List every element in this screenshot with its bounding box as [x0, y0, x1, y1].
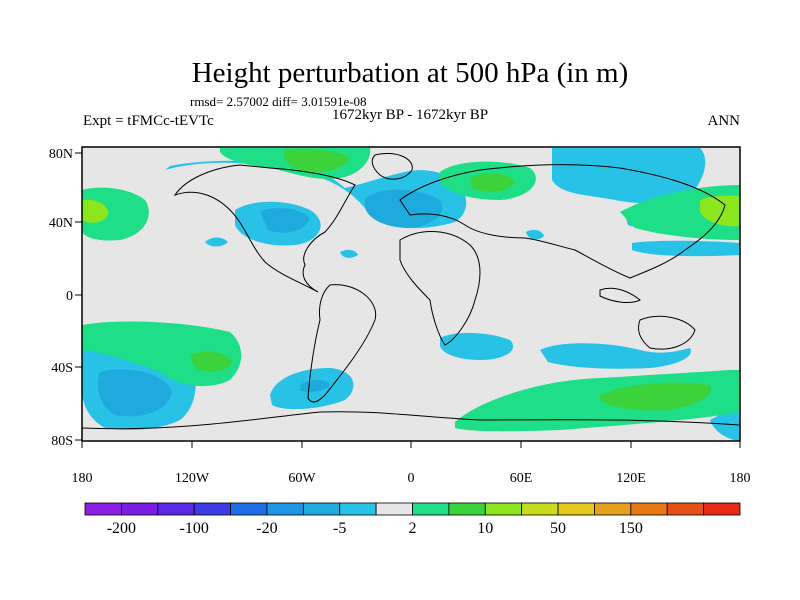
siberia-blue: [552, 148, 706, 204]
season-label: ANN: [708, 113, 741, 129]
south-atlantic-blue-core: [300, 379, 330, 393]
colorbar-swatch: [120, 502, 159, 516]
colorbar-label: -20: [256, 520, 277, 537]
stats-label: rmsd= 2.57002 diff= 3.01591e-08: [190, 94, 367, 109]
pacific-blue-spot: [205, 237, 228, 247]
colorbar-label: 2: [409, 520, 417, 537]
colorbar-swatch: [302, 502, 341, 516]
lon-tick-label: 120E: [616, 471, 646, 486]
lon-tick-label: 60W: [288, 471, 316, 486]
colorbar: [84, 502, 741, 516]
indonesia-coast: [599, 287, 641, 304]
colorbar-swatch: [230, 502, 268, 516]
lat-tick-label: 80N: [49, 147, 73, 162]
lat-tick-label: 80S: [51, 434, 73, 449]
southern-ocean-green-core: [600, 382, 711, 411]
south-pacific-blue-core: [97, 369, 172, 417]
lon-tick-label: 0: [408, 471, 415, 486]
colorbar-label: 50: [550, 520, 566, 537]
west-pacific-core: [82, 199, 109, 223]
latitude-axis: 80N 40N 0 40S 80S: [49, 147, 82, 449]
colorbar-swatch: [630, 502, 668, 516]
colorbar-swatch: [594, 502, 632, 516]
east-pacific-core: [700, 195, 740, 227]
colorbar-swatch: [339, 502, 377, 516]
colorbar-label: 10: [477, 520, 493, 537]
lat-tick-label: 0: [66, 289, 73, 304]
south-africa-blue: [440, 332, 514, 360]
colorbar-swatch: [521, 502, 559, 516]
africa-coast: [399, 231, 481, 346]
colorbar-swatch: [484, 502, 523, 516]
period-label: 1672kyr BP - 1672kyr BP: [332, 107, 488, 123]
experiment-label: Expt = tFMCc-tEVTc: [83, 113, 214, 129]
north-america-coast: [173, 164, 356, 293]
colorbar-swatch: [84, 502, 122, 516]
colorbar-swatch: [193, 502, 231, 516]
moderate-positive-cores: [190, 149, 711, 411]
russia-green-core: [470, 173, 515, 192]
colorbar-swatch: [703, 502, 741, 516]
north-america-blue-core: [260, 208, 310, 233]
lon-tick-label: 120W: [175, 471, 210, 486]
colorbar-swatch: [157, 502, 195, 516]
west-pacific-green: [82, 187, 149, 241]
lat-tick-label: 40N: [49, 216, 73, 231]
colorbar-swatch: [448, 502, 486, 516]
europe-blue-core: [365, 189, 443, 228]
indian-ocean-blue: [540, 343, 691, 369]
north-pacific-blue: [632, 240, 740, 257]
south-america-coast: [307, 284, 377, 403]
greenland-coast: [371, 153, 413, 180]
colorbar-label: 150: [619, 520, 643, 537]
atlantic-blue-spot: [340, 249, 358, 258]
figure-title: Height perturbation at 500 hPa (in m): [192, 57, 629, 89]
greenland-green-core: [283, 149, 350, 172]
coastlines: [82, 153, 740, 430]
australia-coast: [637, 315, 696, 350]
longitude-axis: 180 120W 60W 0 60E 120E 180: [72, 441, 751, 486]
antarctica-coast: [82, 411, 740, 430]
strong-positive-cores: [82, 195, 740, 227]
lon-tick-label: 180: [72, 471, 93, 486]
asia-blue-spot: [526, 229, 544, 240]
colorbar-label: -100: [180, 520, 209, 537]
colorbar-label: -5: [333, 520, 346, 537]
map-field: [82, 147, 740, 441]
south-pacific-green-core: [190, 351, 232, 372]
eurasia-coast: [399, 164, 726, 279]
colorbar-swatch: [557, 502, 595, 516]
colorbar-swatch: [666, 502, 705, 516]
colorbar-labels: -200 -100 -20 -5 2 10 50 150: [107, 520, 643, 537]
colorbar-label: -200: [107, 520, 136, 537]
colorbar-swatch: [266, 502, 304, 516]
lat-tick-label: 40S: [51, 361, 73, 376]
colorbar-swatch: [412, 502, 450, 516]
lon-tick-label: 60E: [510, 471, 533, 486]
deep-negative-cores: [97, 189, 443, 417]
southeast-blue-corner: [710, 410, 740, 441]
colorbar-swatch: [375, 502, 413, 516]
lon-tick-label: 180: [730, 471, 751, 486]
